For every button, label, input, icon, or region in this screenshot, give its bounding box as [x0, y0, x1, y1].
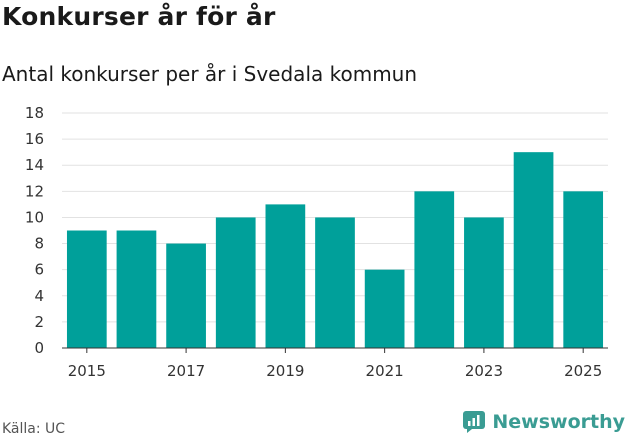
chart-title: Konkurser år för år: [2, 2, 276, 31]
y-tick-label: 6: [34, 261, 44, 279]
y-tick-label: 2: [34, 313, 44, 331]
y-tick-label: 14: [25, 156, 44, 174]
x-tick-label: 2017: [167, 362, 205, 380]
x-tick-label: 2023: [465, 362, 503, 380]
bar-2019: [265, 204, 306, 348]
bars: [66, 152, 604, 348]
y-tick-label: 0: [34, 339, 44, 357]
bar-2024: [513, 152, 554, 348]
x-tick-label: 2015: [68, 362, 106, 380]
bar-2023: [464, 217, 504, 348]
bar-2016: [116, 230, 157, 348]
bar-2021: [364, 269, 405, 348]
y-tick-label: 12: [25, 182, 44, 200]
bar-2022: [414, 191, 455, 348]
y-tick-label: 16: [25, 130, 44, 148]
bar-2020: [315, 217, 355, 348]
newsworthy-logo: Newsworthy: [462, 410, 625, 434]
bar-2017: [166, 243, 206, 348]
x-tick-label: 2021: [366, 362, 404, 380]
x-tick-label: 2019: [266, 362, 304, 380]
chart-subtitle: Antal konkurser per år i Svedala kommun: [2, 62, 418, 86]
source-note: Källa: UC: [2, 421, 66, 437]
y-tick-label: 18: [25, 104, 44, 122]
axes: 0 2 4 6 8 10 12 14 16 18 2015 2017 2019 2021 2023 2025: [25, 104, 608, 380]
bar-2025: [563, 191, 604, 348]
bar-2015: [66, 230, 107, 348]
x-tick-label: 2025: [564, 362, 602, 380]
y-tick-label: 4: [34, 287, 44, 305]
y-tick-label: 8: [34, 235, 44, 253]
y-tick-label: 10: [25, 208, 44, 226]
brand-name: Newsworthy: [492, 411, 625, 433]
bar-2018: [215, 217, 256, 348]
newsworthy-icon: [463, 411, 486, 433]
